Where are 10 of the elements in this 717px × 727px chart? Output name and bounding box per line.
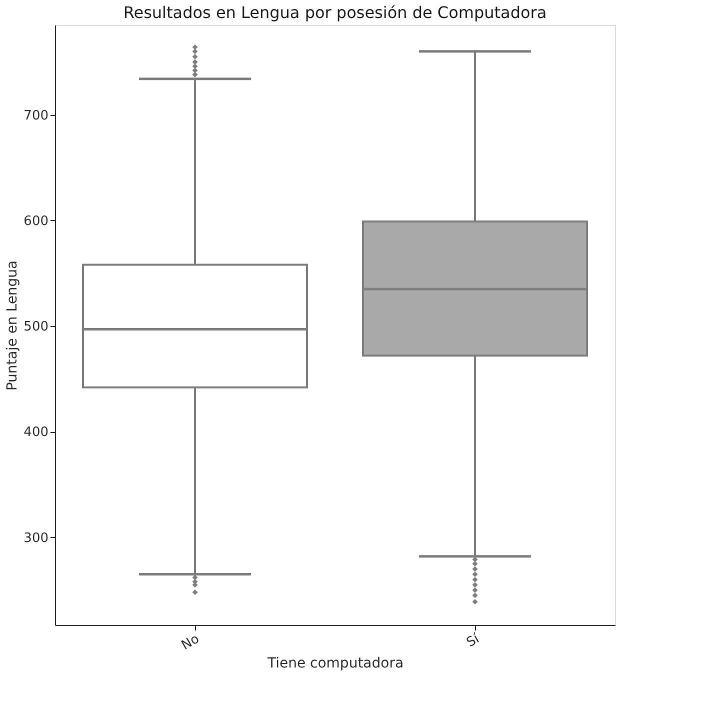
x-tick-label: No xyxy=(179,632,202,654)
y-tick-label: 500 xyxy=(24,320,48,335)
y-tick-label: 400 xyxy=(24,425,48,440)
x-tick-label: Sí xyxy=(464,631,482,651)
y-tick-label: 600 xyxy=(24,214,48,229)
chart-title: Resultados en Lengua por posesión de Computadora xyxy=(123,3,547,22)
x-axis-title: Tiene computadora xyxy=(266,656,404,672)
y-axis-title: Puntaje en Lengua xyxy=(4,260,21,391)
y-tick-label: 300 xyxy=(24,530,48,546)
y-tick-label: 700 xyxy=(24,108,48,124)
